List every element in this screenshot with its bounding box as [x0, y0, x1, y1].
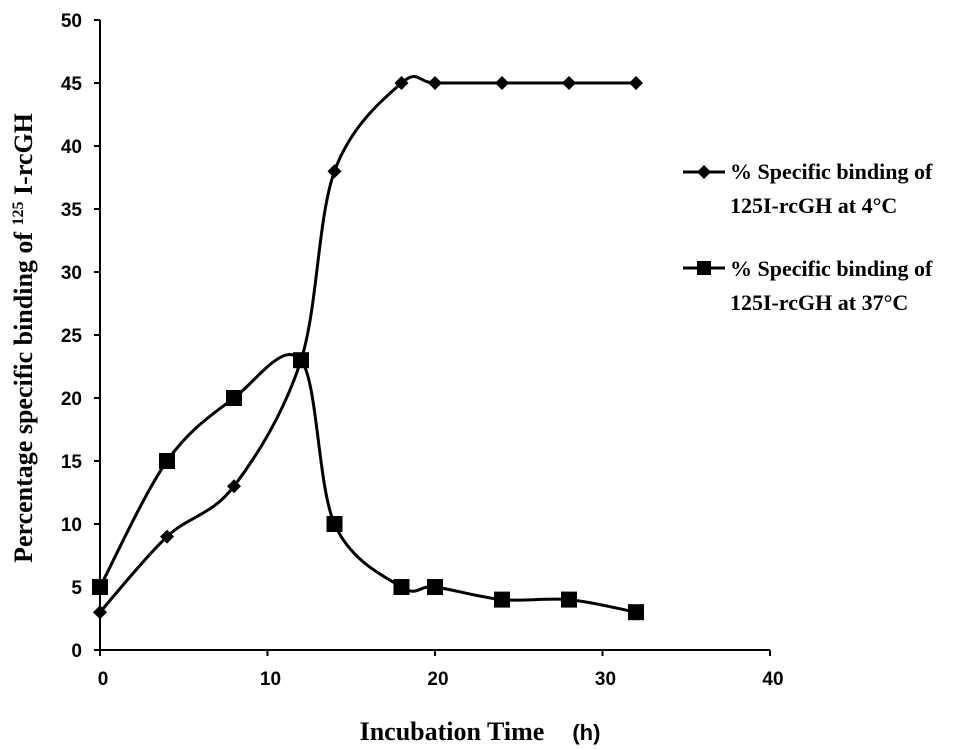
data-point-diamond	[562, 76, 576, 90]
y-tick-label: 5	[71, 578, 82, 599]
data-point-diamond	[327, 164, 342, 179]
y-tick-label: 15	[61, 452, 83, 473]
data-point-square	[226, 390, 242, 406]
x-tick-label: 0	[98, 669, 109, 690]
y-tick-label: 20	[61, 389, 82, 410]
legend-label-37c-line1: % Specific binding of	[730, 256, 933, 281]
y-tick-label: 40	[61, 137, 82, 158]
x-axis-ticks: 0 10 20 30 40	[98, 650, 784, 690]
series-line	[98, 352, 637, 614]
y-tick-label: 0	[71, 641, 82, 662]
x-tick-label: 10	[260, 669, 281, 690]
data-point-square	[92, 579, 108, 595]
data-point-square	[159, 453, 175, 469]
data-point-square	[494, 591, 510, 608]
series-square	[92, 352, 644, 621]
legend-label-37c-line2: 125I-rcGH at 37°C	[730, 290, 908, 315]
y-tick-label: 25	[61, 326, 83, 347]
x-axis-title: Incubation Time (h)	[360, 717, 601, 746]
legend-square-marker	[697, 261, 711, 275]
data-point-diamond	[394, 76, 409, 90]
x-tick-label: 20	[427, 669, 448, 690]
y-tick-label: 10	[61, 515, 82, 536]
data-point-square	[393, 579, 410, 595]
y-tick-label: 45	[61, 74, 83, 95]
legend-item-4c: % Specific binding of 125I-rcGH at 4°C	[683, 159, 933, 218]
data-point-square	[628, 604, 644, 621]
data-point-square	[561, 591, 577, 608]
series-layer	[92, 75, 644, 621]
data-point-diamond	[428, 76, 442, 90]
series-diamond	[93, 75, 643, 620]
y-tick-label: 30	[61, 263, 82, 284]
data-point-diamond	[93, 605, 107, 620]
y-axis-title: Percentage specific binding of 125 I-rcG…	[9, 113, 38, 563]
y-tick-label: 50	[61, 11, 82, 32]
plot-area: 0 5 10 15 20 25 30 35 40 45 50 0 10 20 30 40	[61, 11, 784, 690]
data-point-diamond	[629, 76, 643, 90]
data-point-square	[293, 352, 309, 369]
legend-diamond-marker	[697, 165, 711, 179]
y-axis-ticks: 0 5 10 15 20 25 30 35 40 45 50	[61, 11, 100, 662]
series-line	[98, 75, 636, 614]
legend-label-4c-line1: % Specific binding of	[730, 159, 933, 184]
y-tick-label: 35	[61, 200, 83, 221]
x-tick-label: 40	[762, 669, 783, 690]
legend-item-37c: % Specific binding of 125I-rcGH at 37°C	[683, 256, 933, 315]
data-point-diamond	[227, 479, 241, 494]
legend: % Specific binding of 125I-rcGH at 4°C %…	[683, 159, 933, 315]
data-point-diamond	[160, 529, 174, 544]
data-point-square	[326, 516, 343, 532]
data-point-diamond	[495, 76, 509, 90]
legend-label-4c-line2: 125I-rcGH at 4°C	[730, 193, 897, 218]
data-point-square	[427, 579, 443, 595]
x-tick-label: 30	[595, 669, 616, 690]
